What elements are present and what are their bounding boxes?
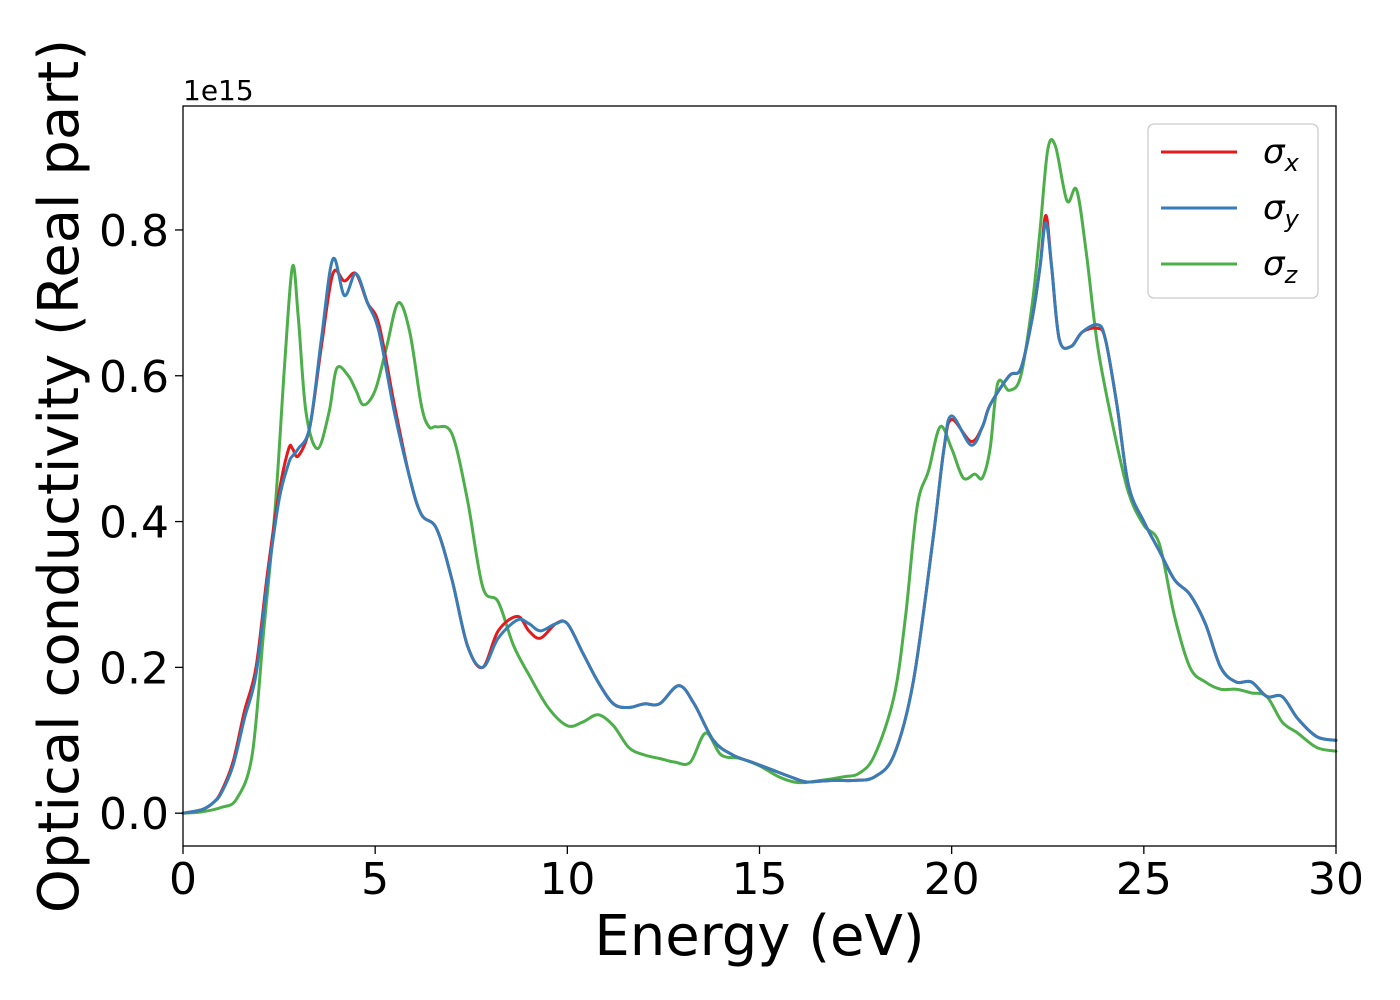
x-tick-label: 5 [361,854,389,905]
x-tick-label: 25 [1116,854,1172,905]
x-axis-label: Energy (eV) [594,904,924,969]
x-axis-ticks: 0 5 10 15 20 25 30 [169,846,1364,905]
legend: σx σy σz [1147,123,1319,299]
y-tick-label: 0.0 [99,789,169,840]
series-layer [181,137,1338,815]
series-line-y [181,221,1338,815]
x-tick-label: 15 [732,854,788,905]
x-tick-label: 10 [539,854,595,905]
x-tick-label: 20 [924,854,980,905]
legend-label-z: σz [1263,244,1299,289]
x-tick-label: 0 [169,854,197,905]
y-axis-ticks: 0.0 0.2 0.4 0.6 0.8 [99,206,183,840]
y-axis-label: Optical conductivity (Real part) [27,39,92,913]
x-tick-label: 30 [1308,854,1364,905]
y-tick-label: 0.6 [99,352,169,403]
plot-area [183,106,1336,846]
y-tick-label: 0.2 [99,643,169,694]
y-tick-label: 0.8 [99,206,169,257]
legend-box [1147,123,1319,299]
y-offset-label: 1e15 [183,74,254,107]
y-tick-label: 0.4 [99,498,169,549]
legend-label-x: σx [1263,132,1300,177]
legend-label-y: σy [1263,188,1300,233]
